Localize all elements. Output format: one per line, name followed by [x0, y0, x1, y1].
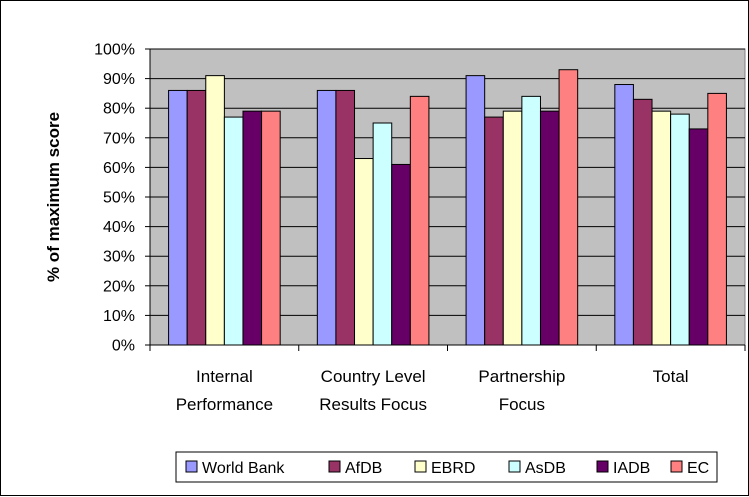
bar-iadb [539, 110, 560, 346]
bar-afdb [335, 89, 356, 346]
x-category-labels: Internal Performance Country Level Results … [176, 367, 689, 414]
y-tick-label: 10% [103, 308, 135, 325]
bar-asdb [223, 116, 244, 346]
legend-items: World Bank AfDB EBRD AsDB IADB EC [185, 460, 709, 477]
y-tick-label: 100% [94, 42, 135, 59]
legend-swatch [508, 460, 521, 473]
legend-swatch [596, 460, 609, 473]
legend-label: EC [687, 460, 709, 477]
bar-ebrd [651, 110, 672, 346]
y-tick-label: 40% [103, 219, 135, 236]
legend-label: World Bank [202, 460, 285, 477]
bar-world-bank [614, 84, 634, 346]
bar-world-bank [168, 89, 188, 346]
bars [168, 69, 727, 346]
bar-ec [558, 69, 579, 346]
bar-asdb [521, 95, 541, 346]
legend-swatch [328, 460, 341, 473]
x-category-label: Country Level [321, 367, 426, 386]
bar-ebrd [205, 75, 225, 346]
y-tick-label: 30% [103, 249, 135, 266]
bar-ebrd [354, 158, 374, 346]
x-category-label: Results Focus [319, 395, 427, 414]
bar-ec [261, 110, 281, 346]
x-category-label: Partnership [478, 367, 565, 386]
y-tick-label: 60% [103, 160, 135, 177]
y-tick-label: 80% [103, 101, 135, 118]
bar-asdb [372, 122, 393, 346]
bar-afdb [186, 89, 207, 346]
bar-iadb [688, 128, 709, 346]
bar-world-bank [316, 89, 337, 346]
legend-label: AsDB [525, 460, 566, 477]
y-tick-label: 20% [103, 278, 135, 295]
y-tick-labels: 0% 10% 20% 30% 40% 50% 60% 70% 80% 90% 100% [94, 42, 135, 355]
legend-label: IADB [613, 460, 650, 477]
legend-swatch [185, 460, 198, 473]
x-category-label: Internal [196, 367, 253, 386]
legend: World Bank AfDB EBRD AsDB IADB EC [175, 451, 718, 483]
y-tick-label: 90% [103, 71, 135, 88]
bar-world-bank [465, 75, 486, 346]
y-axis-label: % of maximum score [44, 112, 63, 282]
x-category-label: Focus [499, 395, 545, 414]
legend-swatch [670, 460, 683, 473]
y-tick-label: 70% [103, 130, 135, 147]
legend-box [175, 451, 718, 483]
bar-afdb [632, 98, 653, 346]
bar-asdb [670, 113, 690, 346]
bar-ec [707, 92, 727, 346]
legend-label: AfDB [345, 460, 382, 477]
axes [145, 48, 746, 351]
bar-iadb [242, 110, 263, 346]
legend-swatch [414, 460, 427, 473]
bar-ebrd [502, 110, 523, 346]
legend-label: EBRD [431, 460, 475, 477]
y-tick-label: 50% [103, 190, 135, 207]
x-category-label: Total [653, 367, 689, 386]
y-tick-label: 0% [112, 338, 135, 355]
x-category-label: Performance [176, 395, 273, 414]
bar-afdb [484, 116, 504, 346]
bar-ec [409, 95, 430, 346]
bar-iadb [391, 163, 411, 346]
